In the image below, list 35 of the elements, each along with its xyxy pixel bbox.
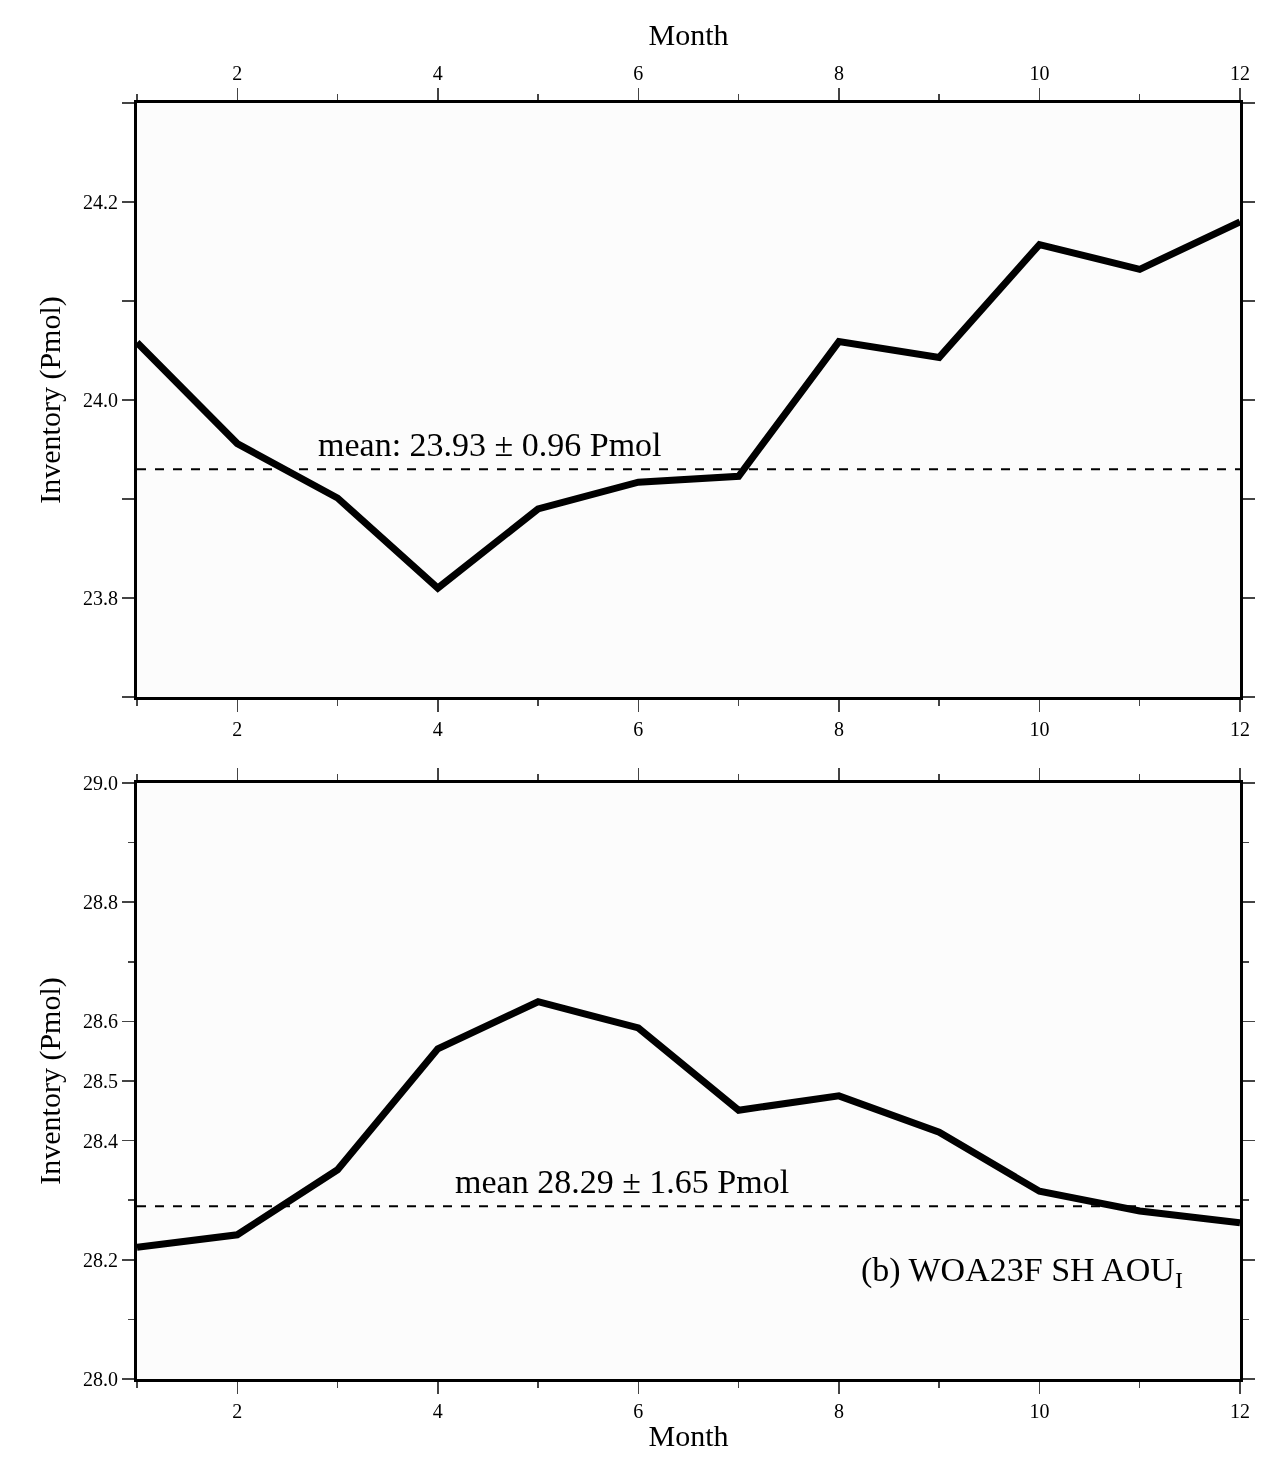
x2-tick-label: 4 <box>432 718 443 740</box>
x-tick-label: 10 <box>1029 1400 1050 1422</box>
y-tick-label: 24.0 <box>83 389 118 411</box>
x-tick-label: 10 <box>1029 62 1050 84</box>
y-tick-label: 28.5 <box>83 1070 118 1092</box>
y-tick-label: 28.2 <box>83 1248 118 1271</box>
x-tick-label: 12 <box>1230 62 1250 84</box>
x-tick-label: 6 <box>633 1400 644 1422</box>
x2-tick-label: 6 <box>633 718 644 740</box>
x-tick-label: 12 <box>1230 1400 1250 1422</box>
y-tick-label: 28.0 <box>83 1368 118 1390</box>
y-tick-label: 24.2 <box>83 191 118 213</box>
ref-line-label: mean: 23.93 ± 0.96 Pmol <box>318 426 662 463</box>
y-axis-title: Inventory (Pmol) <box>33 296 67 504</box>
y-tick-label: 28.8 <box>83 891 118 914</box>
x2-tick-label: 10 <box>1029 718 1050 740</box>
x-tick-label: 2 <box>232 1400 243 1422</box>
x2-tick-label: 2 <box>232 718 243 740</box>
y-tick-label: 28.6 <box>83 1010 118 1033</box>
x-tick-label: 6 <box>633 62 644 84</box>
x-tick-label: 2 <box>232 62 243 84</box>
annotation: (b) WOA23F SH AOU$_{I}$ <box>861 1251 1183 1294</box>
x-tick-label: 4 <box>432 62 443 84</box>
y-tick-label: 28.4 <box>83 1129 118 1152</box>
text: 23.8 <box>83 587 118 609</box>
x-tick-label: 4 <box>432 1400 443 1422</box>
x-tick-label: 8 <box>833 1400 844 1422</box>
ref-line-label: mean 28.29 ± 1.65 Pmol <box>455 1163 790 1200</box>
x2-axis-title: Month <box>648 18 729 51</box>
x2-tick-label: 8 <box>833 718 844 740</box>
x-axis-title: Month <box>648 1418 729 1452</box>
x-tick-label: 8 <box>833 62 844 84</box>
y-tick-label: 29.0 <box>83 772 118 794</box>
y-axis-title: Inventory (Pmol) <box>33 977 67 1185</box>
x2-tick-label: 12 <box>1230 718 1250 740</box>
